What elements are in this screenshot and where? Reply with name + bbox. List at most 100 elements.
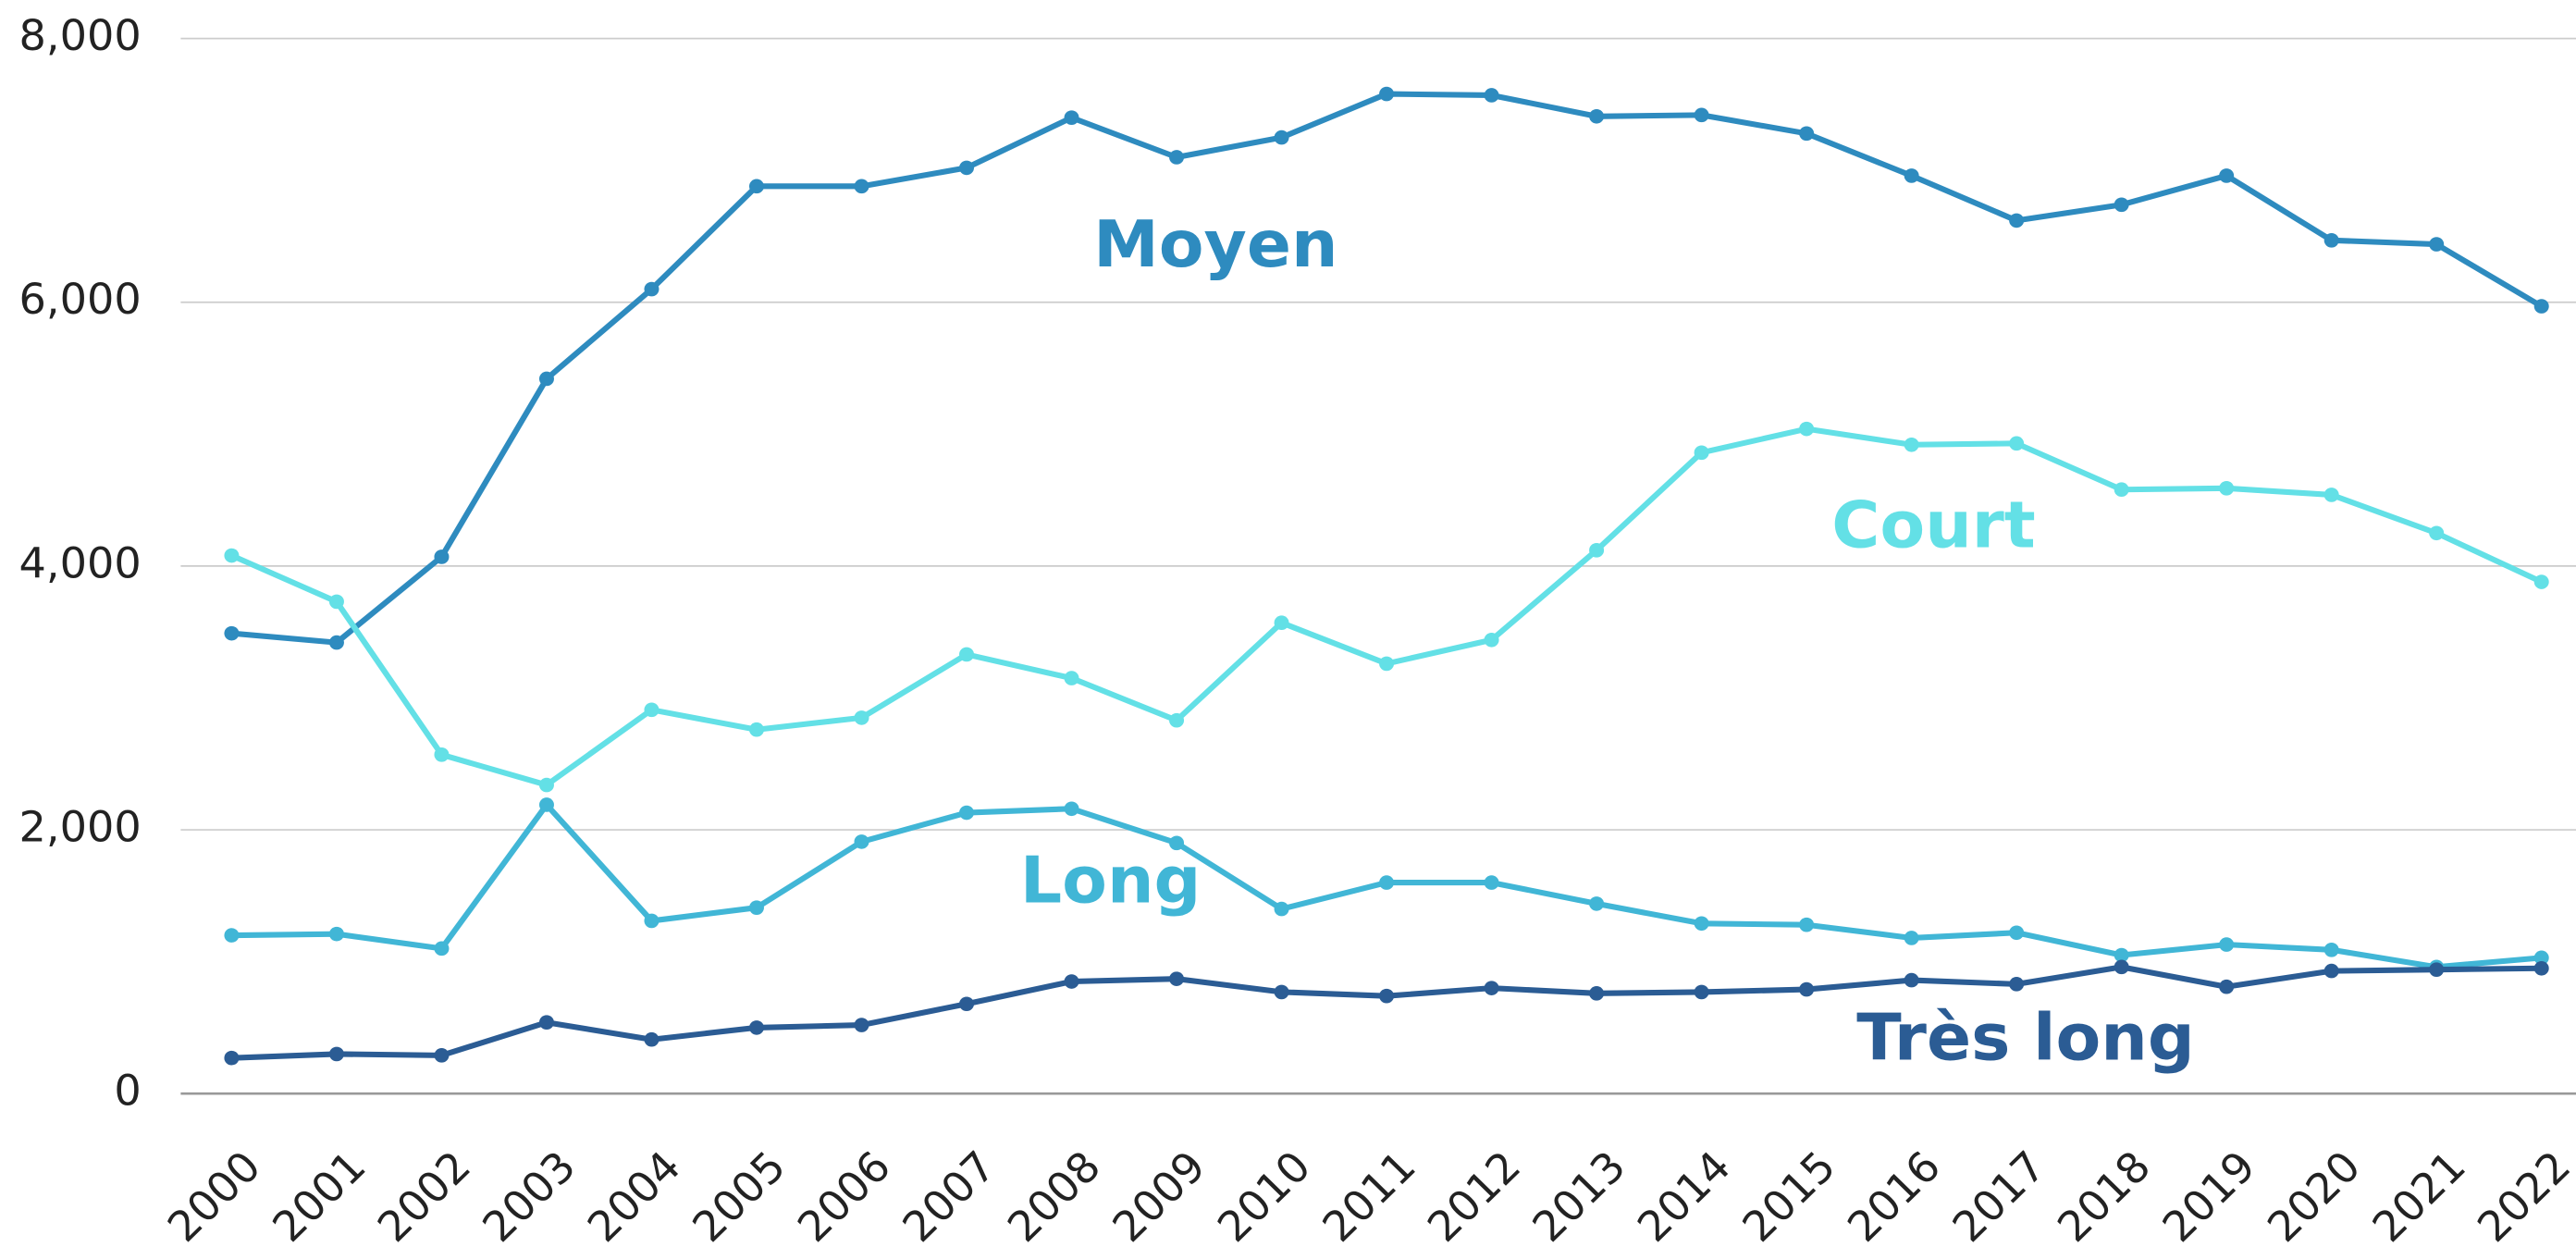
x-tick-label: 2020 <box>2258 1142 2370 1251</box>
data-point <box>538 797 554 812</box>
data-point <box>1589 108 1605 124</box>
data-point <box>224 1050 240 1066</box>
data-point <box>328 594 344 610</box>
data-point <box>1799 421 1815 437</box>
series-label: Long <box>1020 843 1201 918</box>
x-tick-label: 2019 <box>2153 1142 2265 1251</box>
y-tick-label: 0 <box>114 1067 141 1115</box>
data-point <box>1904 972 1919 988</box>
data-point <box>224 625 240 641</box>
series-line <box>230 426 2544 788</box>
data-point <box>2323 488 2339 502</box>
data-point <box>959 647 975 662</box>
data-point <box>1799 981 1815 997</box>
data-point <box>2533 960 2549 976</box>
data-point <box>1484 88 1499 103</box>
data-point <box>2429 237 2445 252</box>
x-tick-label: 2005 <box>684 1142 795 1251</box>
data-point <box>2429 962 2445 977</box>
x-tick-label: 2008 <box>998 1142 1110 1251</box>
x-tick-label: 2021 <box>2363 1142 2475 1251</box>
data-point <box>644 1031 659 1047</box>
data-point <box>434 1048 450 1063</box>
data-point <box>2114 947 2129 963</box>
data-point <box>2323 942 2339 957</box>
data-point <box>749 722 764 737</box>
data-point <box>854 179 869 194</box>
data-point <box>224 928 240 943</box>
x-tick-label: 2012 <box>1418 1142 1530 1251</box>
data-point <box>749 1020 764 1035</box>
series-line <box>231 91 2544 646</box>
data-point <box>1274 984 1289 1000</box>
x-tick-label: 2010 <box>1208 1142 1320 1251</box>
data-point <box>1064 801 1079 817</box>
data-point <box>1589 986 1605 1001</box>
data-point <box>2219 168 2235 183</box>
data-point <box>1484 632 1499 648</box>
x-tick-label: 2007 <box>894 1142 1005 1251</box>
y-tick-label: 4,000 <box>19 539 142 587</box>
data-point <box>644 913 659 929</box>
x-tick-label: 2011 <box>1313 1142 1425 1251</box>
series-label: Court <box>1831 488 2035 562</box>
x-tick-label: 2022 <box>2468 1142 2576 1251</box>
data-point <box>1169 712 1185 728</box>
x-tick-label: 2002 <box>368 1142 480 1251</box>
data-point <box>959 996 975 1012</box>
data-point <box>644 702 659 718</box>
y-tick-label: 8,000 <box>19 12 142 60</box>
data-point <box>1589 896 1605 911</box>
data-point <box>1379 86 1395 102</box>
data-point <box>749 900 764 915</box>
data-point <box>959 805 975 821</box>
data-point <box>1274 901 1289 917</box>
data-point <box>1694 445 1709 461</box>
data-point <box>2533 950 2549 966</box>
data-point <box>2114 959 2129 975</box>
data-point <box>538 777 554 793</box>
data-point <box>2114 197 2129 213</box>
data-point <box>644 281 659 297</box>
data-point <box>1694 984 1709 1000</box>
y-tick-label: 2,000 <box>19 803 142 851</box>
data-point <box>1379 875 1395 890</box>
data-point <box>1379 656 1395 672</box>
data-point <box>538 371 554 387</box>
data-point <box>1589 543 1605 558</box>
data-point <box>2323 232 2339 248</box>
data-point <box>1169 835 1185 851</box>
data-point <box>959 160 975 176</box>
series-line <box>231 964 2542 1061</box>
data-point <box>2009 213 2025 228</box>
data-point <box>749 179 764 194</box>
data-point <box>434 747 450 762</box>
data-point <box>1484 981 1499 995</box>
data-point <box>1064 671 1079 685</box>
x-tick-label: 2018 <box>2048 1142 2160 1251</box>
data-point <box>854 710 869 725</box>
data-point <box>328 635 344 650</box>
x-tick-label: 2009 <box>1103 1142 1215 1251</box>
data-point <box>1904 931 1919 945</box>
data-point <box>2219 937 2235 952</box>
x-tick-label: 2003 <box>474 1142 585 1251</box>
series-label: Moyen <box>1093 207 1338 282</box>
data-point <box>1379 988 1395 1004</box>
data-point <box>2009 925 2025 941</box>
data-point <box>434 549 450 564</box>
data-point <box>1904 168 1919 183</box>
x-tick-label: 2006 <box>788 1142 900 1251</box>
x-tick-label: 2016 <box>1838 1142 1950 1251</box>
data-point <box>854 1018 869 1032</box>
x-tick-label: 2015 <box>1733 1142 1845 1251</box>
x-tick-label: 2001 <box>264 1142 376 1251</box>
data-point <box>2114 482 2129 498</box>
data-point <box>2009 436 2025 451</box>
data-point <box>434 941 450 957</box>
data-point <box>1694 107 1709 123</box>
data-point <box>1799 126 1815 142</box>
data-point <box>2219 481 2235 496</box>
data-point <box>2533 299 2549 314</box>
